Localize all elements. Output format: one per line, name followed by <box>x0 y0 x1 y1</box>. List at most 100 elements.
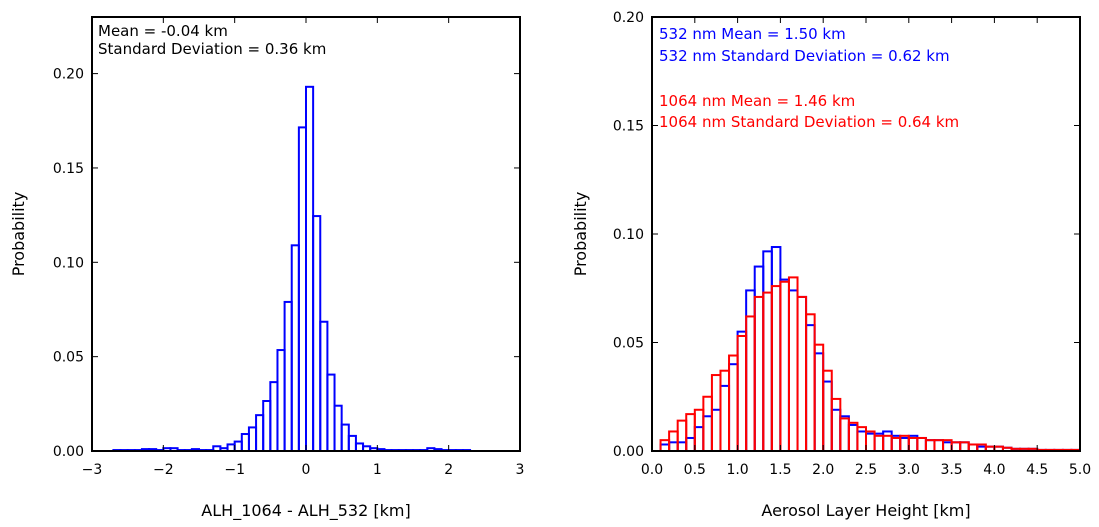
left-bar-21 <box>262 400 272 452</box>
right-bar-532nm-6 <box>710 408 722 452</box>
left-bar-19 <box>247 426 258 453</box>
right-bar-532nm-35 <box>959 441 970 453</box>
right-bar-532nm-16 <box>796 295 808 452</box>
right-bar-1064nm-34 <box>950 441 962 453</box>
left-bar-24 <box>283 300 293 452</box>
right-bar-1064nm-18 <box>813 343 825 453</box>
right-bar-532nm-12 <box>762 250 773 452</box>
left-x-tick-label: 2 <box>444 462 453 478</box>
right-bar-532nm-34 <box>950 441 962 453</box>
left-bar-23 <box>276 349 286 452</box>
right-bar-1064nm-2 <box>676 419 688 452</box>
right-bar-1064nm-17 <box>805 313 816 453</box>
right-bar-1064nm-15 <box>787 276 799 452</box>
right-y-tick-label: 0.10 <box>613 227 644 243</box>
left-bar-34 <box>354 442 365 453</box>
right-bar-532nm-30 <box>916 436 927 453</box>
right-bar-1064nm-5 <box>702 395 713 452</box>
right-annotation-1064-std: 1064 nm Standard Deviation = 0.64 km <box>659 113 959 131</box>
right-bar-532nm-3 <box>685 436 696 453</box>
right-bar-1064nm-29 <box>907 436 919 453</box>
left-annotation-std: Standard Deviation = 0.36 km <box>98 40 326 58</box>
left-ticks: −3 −2 −1 0 1 2 3 0.00 0.05 0.10 0.15 0.20 <box>53 17 525 478</box>
left-bar-18 <box>240 433 250 452</box>
right-x-tick-label: 1.5 <box>769 462 791 478</box>
left-y-tick-label: 0.10 <box>53 255 84 271</box>
right-x-tick-label: 5.0 <box>1069 462 1091 478</box>
right-bar-1064nm-32 <box>933 439 945 452</box>
right-x-tick-label: 2.0 <box>812 462 834 478</box>
left-bar-20 <box>255 414 265 452</box>
right-bar-532nm-23 <box>856 430 868 453</box>
left-bar-32 <box>340 423 350 452</box>
right-y-tick-label: 0.20 <box>613 10 644 26</box>
right-bar-532nm-22 <box>847 423 859 452</box>
right-bar-1064nm-26 <box>882 434 893 452</box>
right-bar-1064nm-20 <box>830 397 842 453</box>
right-bar-1064nm-4 <box>693 408 705 452</box>
right-bar-532nm-11 <box>753 265 765 452</box>
right-bar-1064nm-6 <box>710 374 722 452</box>
left-bar-26 <box>297 126 307 452</box>
left-y-tick-label: 0.00 <box>53 444 84 460</box>
right-bar-532nm-8 <box>728 363 739 453</box>
right-bar-532nm-7 <box>719 384 731 452</box>
right-x-tick-label: 0.0 <box>641 462 663 478</box>
right-y-axis-label: Probability <box>571 192 590 277</box>
right-bar-532nm-5 <box>702 415 713 452</box>
right-bar-1064nm-13 <box>770 285 782 452</box>
right-bar-1064nm-0 <box>659 439 671 452</box>
left-y-tick-label: 0.15 <box>53 161 84 177</box>
right-bar-532nm-28 <box>899 436 910 453</box>
right-bar-532nm-33 <box>942 441 953 453</box>
right-x-tick-label: 0.5 <box>684 462 706 478</box>
right-bar-532nm-4 <box>693 426 705 453</box>
right-bar-1064nm-3 <box>685 413 696 452</box>
right-bar-1064nm-16 <box>796 295 808 452</box>
left-y-tick-label: 0.05 <box>53 350 84 366</box>
left-y-axis-label: Probability <box>9 192 28 277</box>
left-x-axis-label: ALH_1064 - ALH_532 [km] <box>201 501 410 521</box>
right-bar-532nm-31 <box>924 439 936 452</box>
right-bar-1064nm-9 <box>736 334 748 452</box>
right-bar-1064nm-35 <box>959 441 970 453</box>
right-x-tick-label: 2.5 <box>855 462 877 478</box>
right-bar-532nm-32 <box>933 439 945 452</box>
left-bar-29 <box>319 320 329 452</box>
left-x-tick-label: 0 <box>302 462 311 478</box>
right-histogram-panel: 0.0 0.5 1.0 1.5 2.0 2.5 3.0 3.5 4.0 4.5 5.0 0.00 0.0… <box>571 10 1091 520</box>
right-annotation-532-mean: 532 nm Mean = 1.50 km <box>659 25 846 43</box>
right-bar-532nm-21 <box>839 415 850 452</box>
right-bar-532nm-13 <box>770 246 782 452</box>
left-y-tick-label: 0.20 <box>53 67 84 83</box>
right-bar-532nm-9 <box>736 330 748 452</box>
right-bar-1064nm-31 <box>924 439 936 452</box>
right-x-tick-label: 4.0 <box>983 462 1005 478</box>
left-bar-30 <box>326 373 336 452</box>
right-annotation-1064-mean: 1064 nm Mean = 1.46 km <box>659 92 855 110</box>
right-bar-1064nm-12 <box>762 291 773 452</box>
right-bar-532nm-1 <box>668 441 679 453</box>
right-bar-532nm-18 <box>813 352 825 453</box>
right-bar-532nm-17 <box>805 324 816 453</box>
right-plot-frame <box>651 16 1081 452</box>
right-bar-532nm-24 <box>865 432 876 453</box>
left-x-tick-label: 1 <box>373 462 382 478</box>
right-ticks: 0.0 0.5 1.0 1.5 2.0 2.5 3.0 3.5 4.0 4.5 5.0 0.00 0.0… <box>613 10 1091 478</box>
left-bar-22 <box>269 381 279 453</box>
right-bar-1064nm-21 <box>839 417 850 453</box>
right-bar-532nm-19 <box>822 380 833 452</box>
right-bar-1064nm-14 <box>779 280 790 452</box>
right-bar-1064nm-30 <box>916 436 927 453</box>
left-x-tick-label: −3 <box>82 462 103 478</box>
left-x-tick-label: 3 <box>516 462 525 478</box>
right-bar-1064nm-8 <box>728 354 739 452</box>
right-x-axis-label: Aerosol Layer Height [km] <box>761 501 970 520</box>
right-bar-532nm-15 <box>787 289 799 453</box>
right-bars <box>659 246 1081 453</box>
right-bar-1064nm-1 <box>668 430 679 453</box>
left-bar-25 <box>290 244 300 452</box>
left-bars <box>112 85 472 453</box>
right-bar-1064nm-25 <box>873 434 885 452</box>
